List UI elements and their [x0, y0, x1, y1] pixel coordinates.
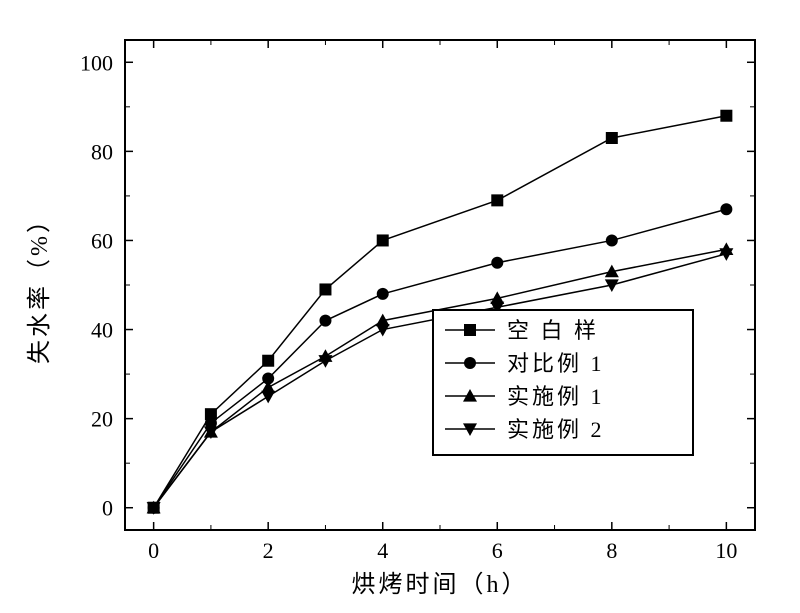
svg-text:失水率（%）: 失水率（%）	[26, 206, 53, 364]
svg-text:6: 6	[492, 538, 503, 563]
svg-text:0: 0	[148, 538, 159, 563]
svg-text:80: 80	[91, 139, 113, 164]
svg-text:实施例 1: 实施例 1	[507, 384, 605, 409]
svg-text:烘烤时间（h）: 烘烤时间（h）	[352, 571, 529, 598]
svg-text:20: 20	[91, 407, 113, 432]
svg-text:40: 40	[91, 318, 113, 343]
svg-text:对比例 1: 对比例 1	[507, 351, 605, 376]
svg-text:空 白 样: 空 白 样	[507, 318, 599, 343]
svg-text:0: 0	[102, 496, 113, 521]
svg-text:100: 100	[80, 50, 113, 75]
svg-text:2: 2	[263, 538, 274, 563]
svg-text:4: 4	[377, 538, 388, 563]
line-chart: 0246810020406080100烘烤时间（h）失水率（%）空 白 样对比例…	[0, 0, 800, 613]
svg-text:8: 8	[606, 538, 617, 563]
svg-text:60: 60	[91, 228, 113, 253]
svg-text:10: 10	[715, 538, 737, 563]
svg-text:实施例 2: 实施例 2	[507, 417, 605, 442]
